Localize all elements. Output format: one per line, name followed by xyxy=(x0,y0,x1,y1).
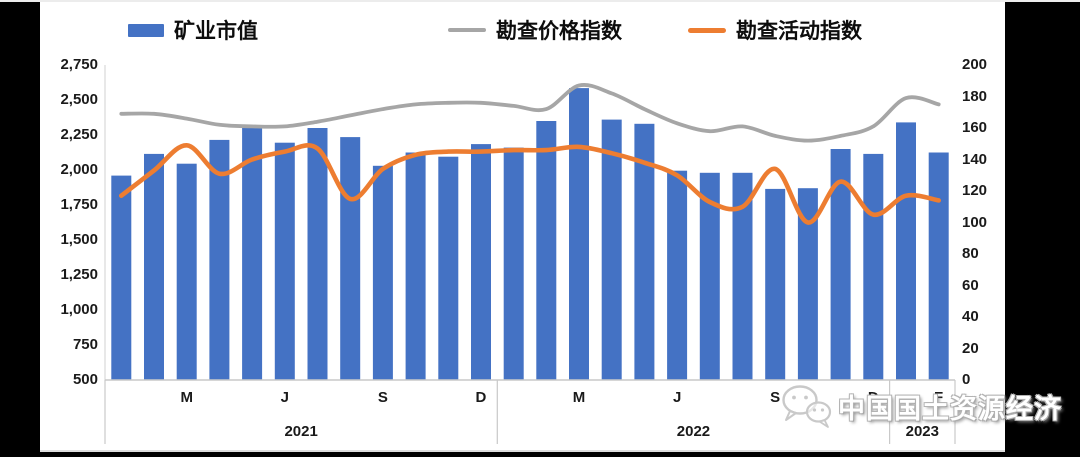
right-axis-tick-label: 20 xyxy=(962,339,979,357)
watermark-text: 中国国土资源经济 xyxy=(838,393,1062,424)
left-axis-tick-label: 2,750 xyxy=(60,56,98,73)
market-cap-bar xyxy=(209,139,230,380)
market-cap-bar xyxy=(765,188,786,380)
right-axis-tick-label: 60 xyxy=(962,276,979,294)
x-axis-month-label: D xyxy=(475,389,487,406)
market-cap-bar xyxy=(438,156,459,380)
right-axis-tick-label: 40 xyxy=(962,308,979,325)
left-axis-tick-label: 2,250 xyxy=(60,126,98,143)
legend-item-exploration-activity-index: 勘查活动指数 xyxy=(688,15,862,45)
right-axis-tick-label: 80 xyxy=(962,245,979,262)
x-axis-month-label: S xyxy=(770,389,781,406)
market-cap-bar xyxy=(601,119,622,380)
market-cap-bar xyxy=(896,122,916,381)
top-edge-strip xyxy=(0,0,1080,2)
legend-label: 矿业市值 xyxy=(174,20,258,43)
legend-item-exploration-price-index: 勘查价格指数 xyxy=(448,15,622,45)
right-axis-tick-label: 120 xyxy=(962,182,988,199)
left-axis-tick-label: 1,250 xyxy=(60,266,98,283)
market-cap-bar xyxy=(274,142,295,380)
x-axis-month-label: S xyxy=(377,389,388,406)
x-axis-month-label: M xyxy=(180,389,193,406)
left-axis-tick-label: 1,000 xyxy=(60,301,98,318)
x-axis-year-label: 2021 xyxy=(284,423,318,440)
market-cap-bar xyxy=(471,144,491,380)
market-cap-bar xyxy=(144,153,164,380)
legend-line-swatch xyxy=(688,27,726,33)
market-cap-bar xyxy=(699,172,720,380)
legend-bar-swatch xyxy=(128,23,164,37)
legend-label: 勘查价格指数 xyxy=(496,20,622,43)
left-axis-tick-label: 2,000 xyxy=(60,161,98,178)
market-cap-bar xyxy=(307,128,328,380)
x-axis-year-label: 2022 xyxy=(676,423,711,440)
x-axis-month-label: M xyxy=(572,389,586,406)
market-cap-bar xyxy=(569,88,589,380)
legend-line-swatch xyxy=(448,28,486,32)
market-cap-bar xyxy=(405,152,426,380)
market-cap-bar xyxy=(536,121,557,380)
right-axis-tick-label: 160 xyxy=(962,119,988,136)
right-axis-tick-label: 200 xyxy=(962,56,988,73)
market-cap-bar xyxy=(503,147,524,380)
market-cap-bar xyxy=(176,163,197,380)
market-cap-bar xyxy=(372,165,393,380)
right-axis-tick-label: 140 xyxy=(962,150,988,168)
left-axis-tick-label: 750 xyxy=(72,336,98,353)
x-axis-month-label: D xyxy=(867,389,879,406)
x-axis-month-label: J xyxy=(280,389,289,406)
market-cap-bar xyxy=(830,149,851,380)
watermark: 中国国土资源经济 xyxy=(779,383,1062,429)
market-cap-bar xyxy=(667,170,688,380)
left-axis-tick-label: 1,750 xyxy=(60,196,98,213)
legend-item-mining-market-cap: 矿业市值 xyxy=(128,15,258,45)
left-axis-tick-label: 2,500 xyxy=(60,91,98,108)
market-cap-bar xyxy=(111,175,132,380)
right-axis-tick-label: 0 xyxy=(962,371,971,388)
market-cap-bar xyxy=(634,123,655,381)
x-axis-month-label: F xyxy=(934,389,944,406)
market-cap-bar xyxy=(863,153,884,380)
market-cap-bar xyxy=(928,152,949,380)
left-axis-tick-label: 1,500 xyxy=(60,231,98,248)
x-axis-month-label: J xyxy=(672,389,682,406)
wechat-icon xyxy=(782,385,832,428)
market-cap-bar xyxy=(797,188,818,380)
activity-index-line xyxy=(119,143,941,225)
market-cap-bar xyxy=(732,172,753,380)
market-cap-bar xyxy=(340,137,361,380)
market-cap-bar xyxy=(242,125,263,380)
x-axis-year-label: 2023 xyxy=(905,423,939,440)
right-axis-tick-label: 180 xyxy=(962,87,988,105)
legend-label: 勘查活动指数 xyxy=(736,20,862,43)
left-axis-tick-label: 500 xyxy=(72,371,98,388)
right-axis-tick-label: 100 xyxy=(962,213,988,231)
price-index-line xyxy=(119,83,941,143)
